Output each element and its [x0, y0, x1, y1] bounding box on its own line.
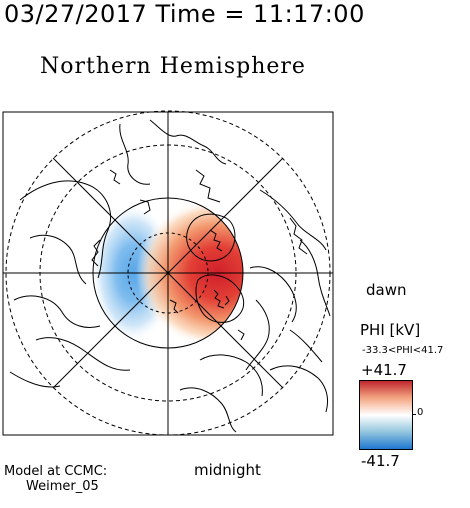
dawn-label: dawn [366, 281, 407, 299]
model-credit: Model at CCMC: Weimer_05 [4, 464, 107, 494]
colorbar-min-label: -41.7 [361, 452, 400, 470]
colorbar-zero-tick [412, 414, 416, 415]
midnight-label: midnight [194, 461, 261, 479]
datetime-header: 03/27/2017 Time = 11:17:00 [4, 0, 365, 28]
coastlines [9, 119, 331, 433]
colorbar-zero-label: 0 [417, 407, 424, 418]
colorbar-max-label: +41.7 [361, 361, 407, 379]
colorbar-range: -33.3<PHI<41.7 [362, 345, 444, 356]
colorbar-title: PHI [kV] [360, 321, 421, 339]
meridians [3, 112, 333, 435]
hemisphere-title: Northern Hemisphere [40, 54, 306, 79]
model-line-1: Model at CCMC: [4, 464, 108, 479]
colorbar [359, 380, 413, 450]
model-line-2: Weimer_05 [26, 479, 99, 494]
